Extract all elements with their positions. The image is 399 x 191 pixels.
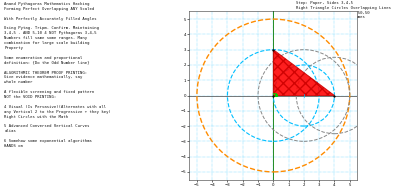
Text: Anand Pythagoras Mathematics Hacking
Forming Perfect Overlapping ANY Scaled

Wit: Anand Pythagoras Mathematics Hacking For… [4,2,111,148]
Polygon shape [273,50,334,96]
Text: Step: Paper, Sides 3,4,5
Right Triangle Circles Overlapping Lines
Large Gray Cir: Step: Paper, Sides 3,4,5 Right Triangle … [296,1,391,19]
Bar [273,93,276,96]
